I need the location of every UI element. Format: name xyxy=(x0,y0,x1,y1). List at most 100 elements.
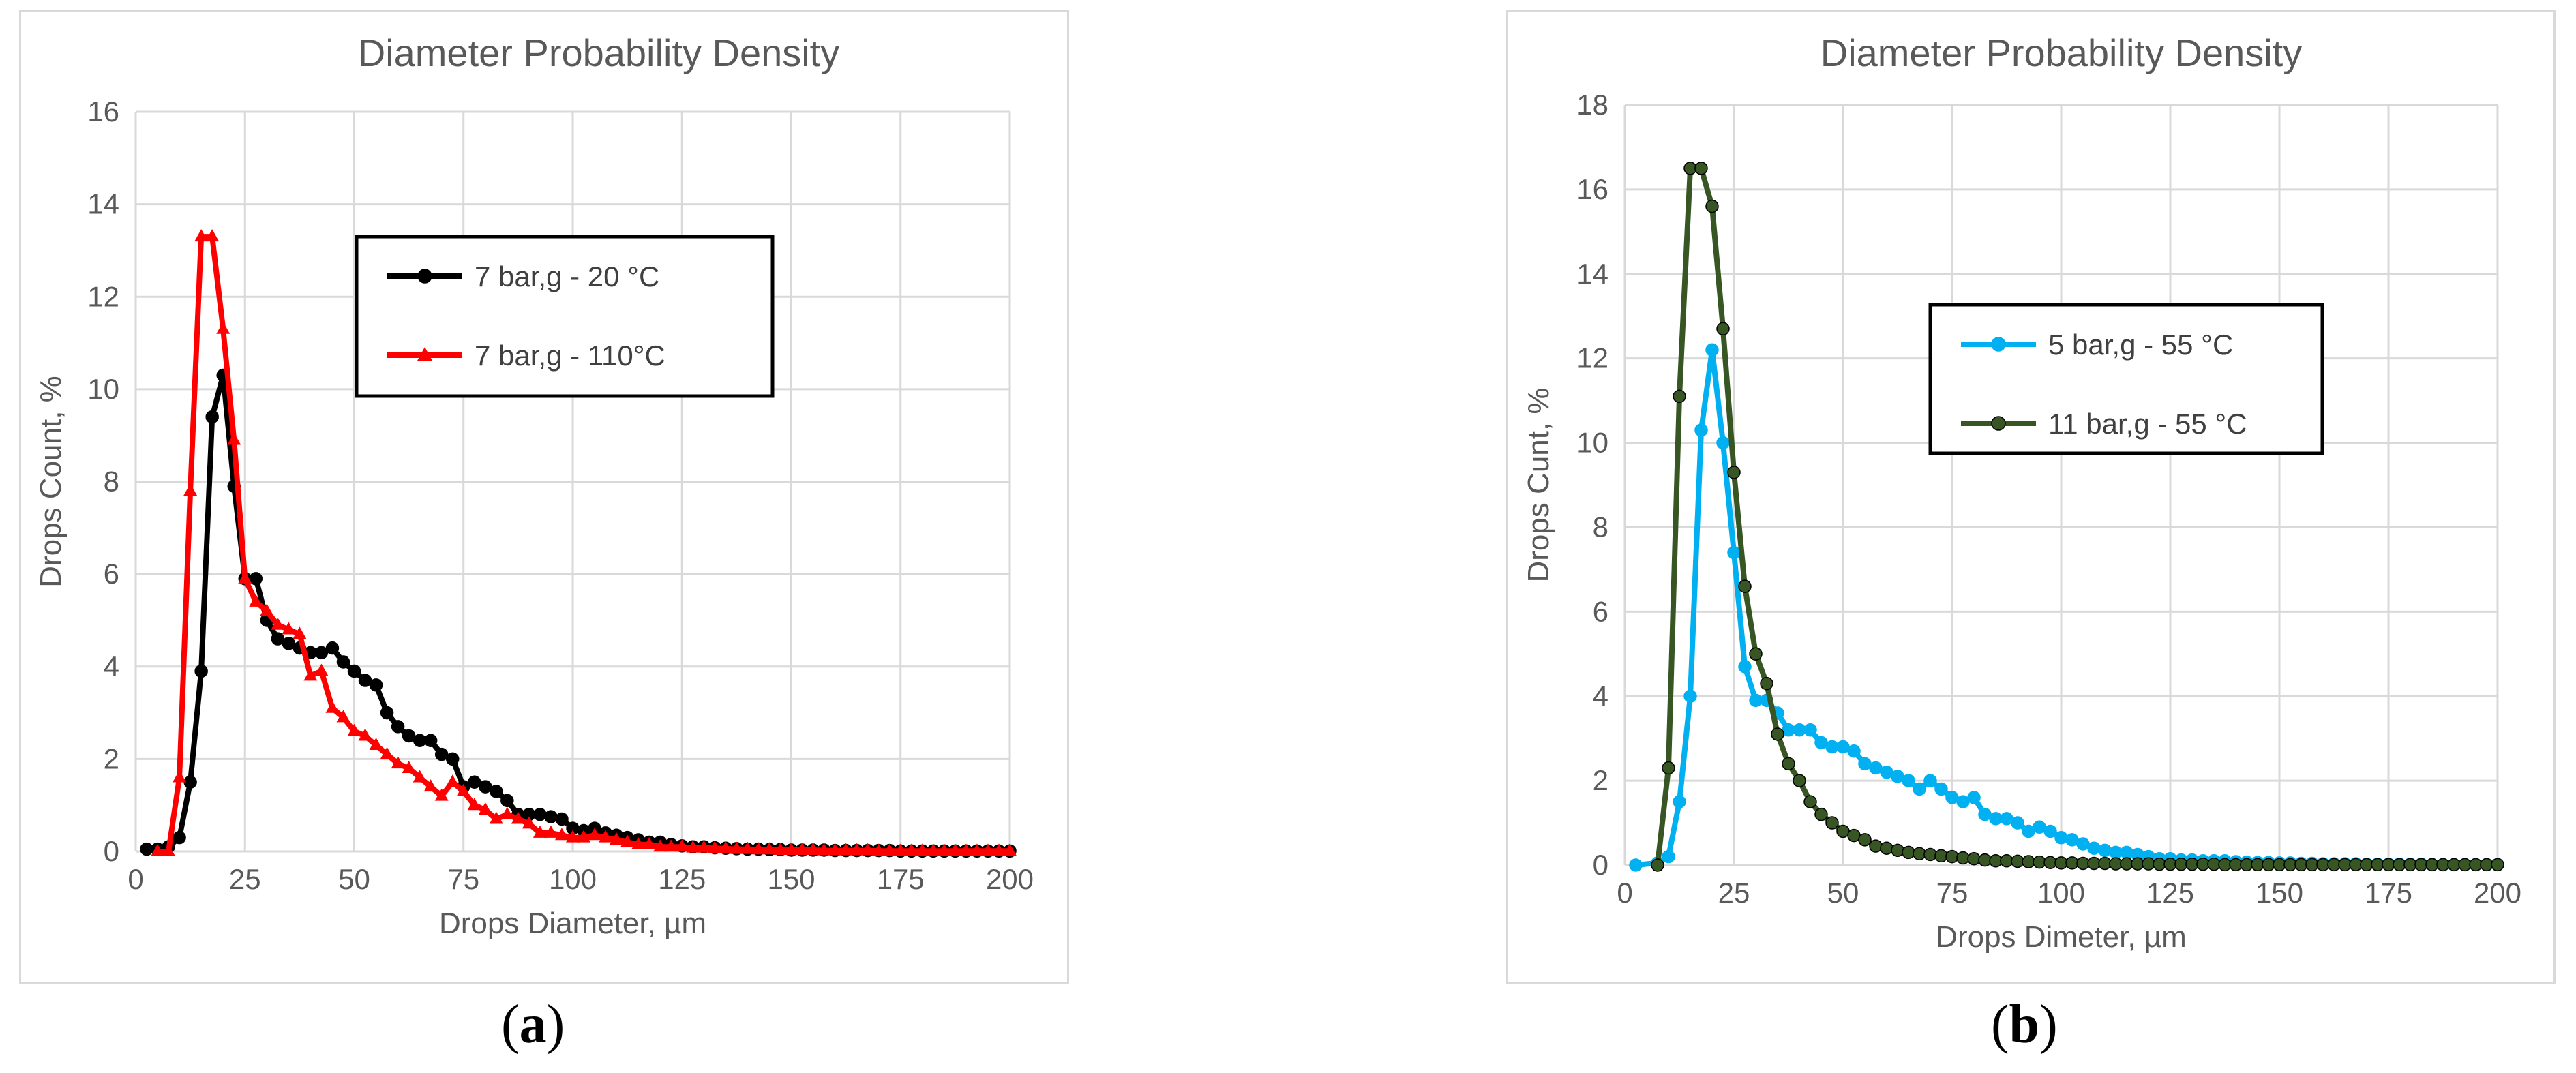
data-point xyxy=(478,802,492,815)
data-point xyxy=(1945,849,1959,864)
data-point xyxy=(293,626,307,639)
data-point xyxy=(915,843,929,856)
data-point xyxy=(227,432,241,445)
data-point xyxy=(1683,689,1697,703)
x-tick-label: 75 xyxy=(1936,877,1968,909)
data-point xyxy=(871,843,886,856)
data-point xyxy=(500,794,514,808)
chart-panel-a: 0 25 50 75 100 125 150 175 200 0 2 4 6 8 10 12 14 16 Diame… xyxy=(19,10,1069,984)
y-tick-label: 10 xyxy=(1576,427,1608,459)
data-point xyxy=(369,738,383,751)
data-point xyxy=(325,641,340,655)
y-tick-label: 8 xyxy=(104,466,119,498)
data-point xyxy=(2054,830,2068,845)
data-point xyxy=(358,674,372,687)
data-point xyxy=(1771,727,1784,741)
data-point xyxy=(588,828,602,841)
data-point xyxy=(937,843,951,856)
legend-entry-label: 5 bar,g - 55 °C xyxy=(2048,329,2233,361)
data-point xyxy=(260,603,274,616)
data-point xyxy=(249,594,263,607)
data-point xyxy=(205,229,220,242)
data-point xyxy=(1902,774,1915,787)
data-point xyxy=(467,798,481,811)
data-point xyxy=(795,842,809,855)
data-point xyxy=(194,229,209,242)
legend-entry-label: 11 bar,g - 55 °C xyxy=(2048,408,2247,440)
data-point xyxy=(445,774,460,787)
data-point xyxy=(1934,849,1948,863)
legend-marker xyxy=(1991,416,2006,431)
legend: 5 bar,g - 55 °C 11 bar,g - 55 °C xyxy=(1928,303,2324,455)
data-point xyxy=(434,747,449,761)
data-point xyxy=(402,729,416,743)
data-point xyxy=(533,808,547,821)
legend-marker xyxy=(417,347,432,361)
data-point xyxy=(1662,761,1675,775)
data-point xyxy=(522,816,536,829)
data-point xyxy=(544,810,558,823)
legend-marker xyxy=(1991,337,2006,352)
legend-entry-label: 7 bar,g - 110°C xyxy=(475,339,665,372)
data-point xyxy=(1956,851,1970,865)
data-point xyxy=(271,632,285,646)
data-point xyxy=(1902,845,1915,860)
data-point xyxy=(314,663,329,676)
data-point xyxy=(336,710,350,723)
data-point xyxy=(599,830,613,843)
gridlines xyxy=(134,110,1011,853)
data-point xyxy=(959,843,973,856)
data-point xyxy=(1978,853,1992,867)
data-point xyxy=(904,843,918,856)
data-point xyxy=(249,572,263,586)
chart-a: 0 25 50 75 100 125 150 175 200 0 2 4 6 8 10 12 14 16 Diame… xyxy=(34,31,1034,940)
x-tick-label: 200 xyxy=(2474,877,2521,909)
data-point xyxy=(1673,389,1686,404)
x-tick-label: 0 xyxy=(1617,877,1632,909)
x-tick-label: 200 xyxy=(986,863,1034,895)
data-point xyxy=(314,646,329,660)
data-point xyxy=(423,779,438,792)
y-tick-label: 10 xyxy=(87,373,119,405)
y-tick-label: 12 xyxy=(87,280,119,312)
y-tick-label: 0 xyxy=(1593,849,1608,881)
data-point xyxy=(566,830,580,843)
data-point xyxy=(1760,676,1773,691)
y-tick-label: 14 xyxy=(1576,258,1608,290)
data-point xyxy=(948,843,962,856)
data-point xyxy=(860,843,875,856)
data-point xyxy=(751,842,766,855)
x-tick-label: 50 xyxy=(1827,877,1859,909)
data-point xyxy=(183,483,198,496)
data-point xyxy=(610,832,624,845)
data-point xyxy=(675,839,689,852)
data-point xyxy=(839,843,853,856)
data-point xyxy=(511,811,525,824)
data-point xyxy=(1629,858,1643,872)
y-axis-label: Drops Count, % xyxy=(34,376,68,588)
data-point xyxy=(282,622,296,635)
data-point xyxy=(2120,845,2133,860)
data-point xyxy=(434,788,449,801)
data-point xyxy=(926,843,940,856)
x-tick-label: 150 xyxy=(2256,877,2303,909)
data-point xyxy=(369,678,383,692)
data-point xyxy=(151,844,165,856)
data-point xyxy=(358,728,372,741)
x-tick-label: 175 xyxy=(2365,877,2412,909)
data-point xyxy=(1967,791,1981,804)
data-point xyxy=(391,756,405,769)
data-point xyxy=(1858,833,1872,847)
data-point xyxy=(413,770,427,783)
x-tick-label: 75 xyxy=(447,863,479,895)
data-point xyxy=(402,760,416,773)
y-axis-label: Drops Cunt, % xyxy=(1522,387,1555,582)
x-tick-label: 100 xyxy=(549,863,597,895)
data-point xyxy=(762,842,777,855)
data-point xyxy=(2011,816,2024,830)
data-point xyxy=(1662,849,1675,864)
caption-b: (b) xyxy=(1991,995,2058,1055)
data-point xyxy=(533,825,547,838)
x-tick-label: 125 xyxy=(2146,877,2194,909)
y-tick-label: 0 xyxy=(104,835,119,867)
